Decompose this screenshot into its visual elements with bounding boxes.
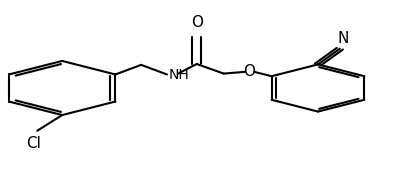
Text: NH: NH xyxy=(169,68,190,82)
Text: Cl: Cl xyxy=(26,136,41,151)
Text: O: O xyxy=(191,15,203,30)
Text: N: N xyxy=(337,31,349,46)
Text: O: O xyxy=(244,64,256,79)
